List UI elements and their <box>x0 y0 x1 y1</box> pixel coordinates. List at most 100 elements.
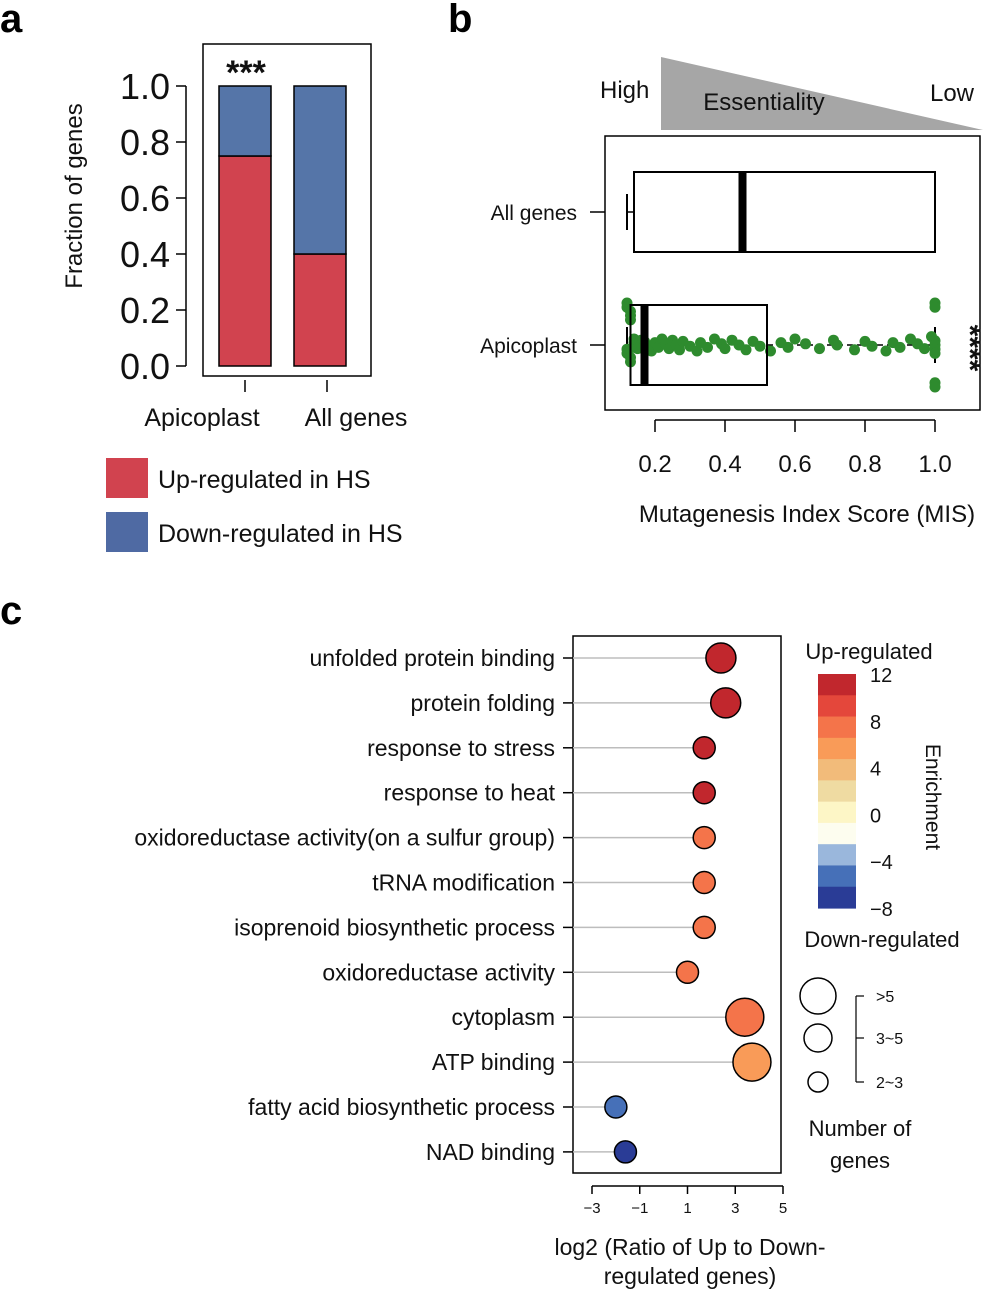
colorbar-tick-label: 8 <box>870 712 881 734</box>
size-legend-circle <box>799 977 837 1015</box>
term-bubble <box>675 960 700 985</box>
y-tick-label: 0.2 <box>120 290 170 331</box>
y-axis-title: Fraction of genes <box>61 103 88 288</box>
data-point <box>702 341 713 353</box>
x-axis-title: Mutagenesis Index Score (MIS) <box>639 501 975 528</box>
bar-segment <box>218 155 272 367</box>
colorbar-segment <box>818 780 856 803</box>
colorbar-segment <box>818 674 856 696</box>
term-bubble <box>692 780 716 805</box>
term-label: oxidoreductase activity(on a sulfur grou… <box>134 825 555 851</box>
colorbar-segment <box>818 695 856 718</box>
data-point <box>894 341 906 353</box>
data-point <box>866 340 878 352</box>
term-label: tRNA modification <box>372 870 555 896</box>
x-tick-label: 0.2 <box>638 451 671 478</box>
x-tick-label: 5 <box>779 1200 787 1217</box>
panel-b-boxplot: High Essentiality Low 0.2 0.4 0.6 0.8 1.0 Mutage… <box>480 57 986 528</box>
colorbar-tick-label: −8 <box>870 899 893 921</box>
size-legend-circle <box>807 1071 829 1093</box>
plot-frame <box>202 43 372 377</box>
data-point <box>814 343 825 355</box>
panel-label-c: c <box>0 589 22 633</box>
y-tick-label: 0.0 <box>120 346 170 387</box>
term-bubble <box>705 642 737 674</box>
legend-label: Down-regulated in HS <box>158 520 403 548</box>
term-bubble <box>725 997 765 1037</box>
colorbar-segment <box>818 801 856 824</box>
term-label: response to stress <box>367 735 555 761</box>
term-label: isoprenoid biosynthetic process <box>234 914 555 940</box>
term-label: fatty acid biosynthetic process <box>248 1094 555 1120</box>
legend-label: Up-regulated in HS <box>158 466 371 494</box>
term-label: unfolded protein binding <box>309 645 555 671</box>
term-label: cytoplasm <box>451 1004 555 1030</box>
term-bubble <box>692 736 716 760</box>
bar-segment <box>293 85 347 255</box>
x-tick-label: 0.6 <box>778 451 811 478</box>
data-point <box>849 344 860 356</box>
term-bubble <box>732 1042 772 1082</box>
colorbar-segment <box>818 886 856 909</box>
data-point <box>789 333 801 345</box>
term-label: ATP binding <box>432 1049 555 1075</box>
plot-frame <box>604 135 981 411</box>
x-tick-label: 0.4 <box>708 451 741 478</box>
significance-annotation: *** <box>226 54 266 92</box>
colorbar-tick-label: −4 <box>870 852 893 874</box>
colorbar-segment <box>818 759 856 781</box>
x-tick-label: −3 <box>583 1200 600 1217</box>
colorbar-segment <box>818 865 856 888</box>
essentiality-gradient-triangle <box>661 57 983 130</box>
x-tick-label: 1.0 <box>918 451 951 478</box>
x-tick-label: −1 <box>631 1200 648 1217</box>
term-label: NAD binding <box>426 1139 555 1165</box>
header-low-label: Low <box>930 80 975 107</box>
x-axis-title: log2 (Ratio of Up to Down- <box>554 1234 825 1260</box>
panel-c-enrichment-dotplot: unfolded protein binding protein folding r… <box>134 635 960 1289</box>
term-bubble <box>709 687 742 719</box>
x-axis-title: regulated genes) <box>604 1263 777 1289</box>
legend-swatch <box>106 512 148 552</box>
panel-label-b: b <box>448 0 472 41</box>
term-label: oxidoreductase activity <box>322 959 555 985</box>
data-point <box>674 344 685 356</box>
data-point <box>929 301 941 313</box>
colorbar-title-top: Up-regulated <box>805 639 932 664</box>
significance-annotation: **** <box>953 325 986 372</box>
term-label: response to heat <box>384 780 556 806</box>
box <box>633 171 936 253</box>
colorbar-tick-label: 4 <box>870 759 881 781</box>
size-legend-label: 2~3 <box>876 1075 903 1092</box>
colorbar-segment <box>818 737 856 760</box>
colorbar-tick-label: 12 <box>870 665 892 687</box>
x-tick-label: 0.8 <box>848 451 881 478</box>
data-point <box>880 345 892 357</box>
data-point <box>831 339 843 351</box>
panel-label-a: a <box>0 0 23 41</box>
data-point <box>929 347 941 359</box>
x-tick-label: Apicoplast <box>144 404 259 432</box>
y-tick-label: 0.4 <box>120 234 170 275</box>
plot-frame <box>572 635 782 1174</box>
size-legend-circle <box>803 1023 833 1053</box>
legend-swatch <box>106 458 148 498</box>
y-group-label: Apicoplast <box>480 335 577 358</box>
term-label: protein folding <box>411 690 556 716</box>
data-point <box>754 340 766 352</box>
data-point <box>691 345 703 357</box>
term-bubble <box>692 870 716 895</box>
size-legend-label: 3~5 <box>876 1031 903 1048</box>
data-point <box>919 343 930 355</box>
panel-a-stacked-bar-chart: 0.0 0.2 0.4 0.6 0.8 1.0 Fraction of genes Apico… <box>61 43 408 552</box>
box <box>629 304 768 386</box>
size-legend-label: >5 <box>876 989 894 1006</box>
colorbar-tick-label: 0 <box>870 805 881 827</box>
x-tick-label: 1 <box>683 1200 691 1217</box>
term-bubble <box>604 1095 628 1119</box>
header-essentiality-label: Essentiality <box>703 89 824 116</box>
bar-segment <box>218 85 272 157</box>
x-tick-label: All genes <box>305 404 408 432</box>
data-point <box>929 381 941 393</box>
